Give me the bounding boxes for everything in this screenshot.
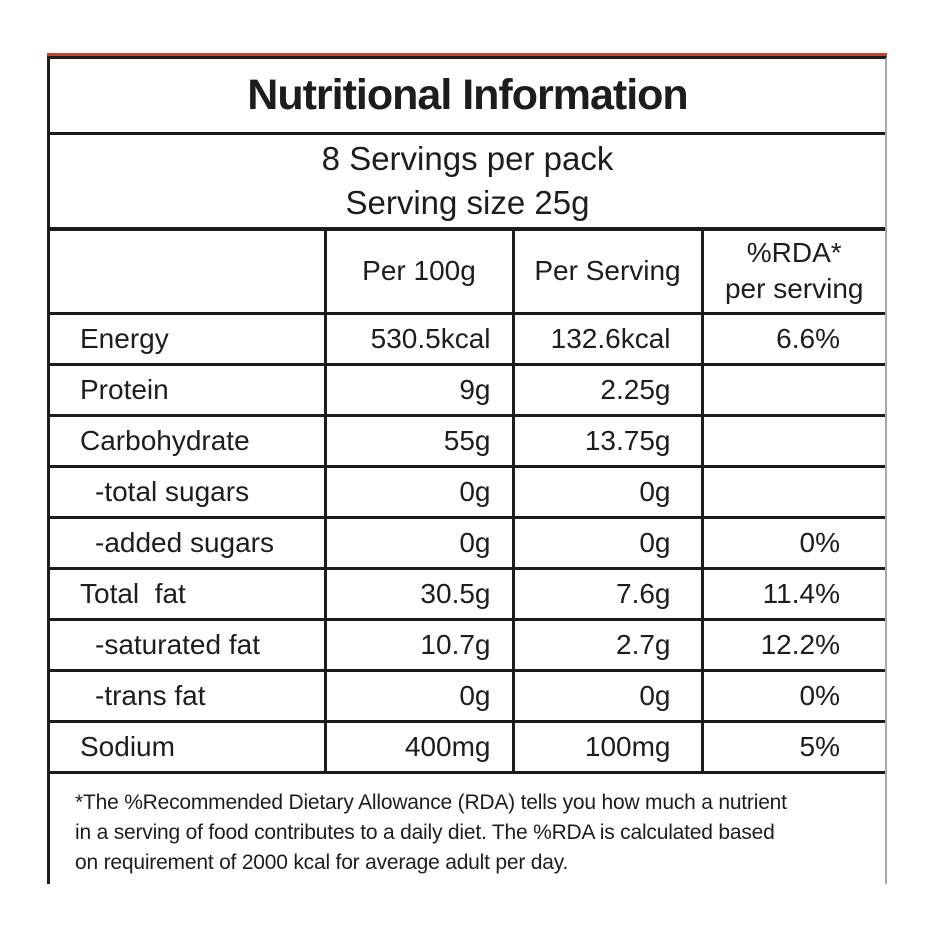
table-header-row: Per 100g Per Serving %RDA* per serving	[50, 231, 885, 315]
serving-info: 8 Servings per pack Serving size 25g	[50, 135, 885, 231]
header-per-serving: Per Serving	[511, 231, 702, 315]
nutrient-label: Total fat	[50, 568, 325, 621]
red-accent-line	[47, 53, 887, 56]
value-per-100g: 400mg	[323, 721, 513, 774]
nutrient-label: -total sugars	[50, 466, 325, 519]
value-per-serving: 13.75g	[511, 415, 702, 468]
nutrient-label: Carbohydrate	[50, 415, 325, 468]
nutrient-label: Energy	[50, 313, 325, 366]
serving-size: Serving size 25g	[345, 184, 590, 221]
table-row-saturated-fat: -saturated fat 10.7g 2.7g 12.2%	[50, 619, 885, 672]
value-rda: 5%	[700, 721, 885, 774]
value-per-serving: 0g	[511, 466, 702, 519]
value-rda: 12.2%	[700, 619, 885, 672]
value-per-serving: 2.25g	[511, 364, 702, 417]
value-rda: 11.4%	[700, 568, 885, 621]
value-per-serving: 0g	[511, 517, 702, 570]
nutrition-label: Nutritional Information 8 Servings per p…	[47, 53, 887, 884]
title-row: Nutritional Information	[50, 59, 885, 135]
value-per-100g: 0g	[323, 670, 513, 723]
header-rda-per-serving: %RDA* per serving	[700, 231, 885, 315]
value-rda: 0%	[700, 670, 885, 723]
value-per-serving: 0g	[511, 670, 702, 723]
servings-per-pack: 8 Servings per pack	[321, 140, 614, 177]
nutrient-label: -saturated fat	[50, 619, 325, 672]
value-per-100g: 9g	[323, 364, 513, 417]
value-per-serving: 2.7g	[511, 619, 702, 672]
value-rda	[700, 466, 885, 519]
page-title: Nutritional Information	[247, 71, 688, 119]
header-per-100g: Per 100g	[323, 231, 513, 315]
rda-footnote: *The %Recommended Dietary Allowance (RDA…	[75, 790, 787, 874]
value-rda: 0%	[700, 517, 885, 570]
value-rda	[700, 364, 885, 417]
nutrient-label: Protein	[50, 364, 325, 417]
nutrient-label: -trans fat	[50, 670, 325, 723]
value-rda: 6.6%	[700, 313, 885, 366]
table-row-protein: Protein 9g 2.25g	[50, 364, 885, 417]
value-per-100g: 0g	[323, 517, 513, 570]
table-row-total-sugars: -total sugars 0g 0g	[50, 466, 885, 519]
value-per-serving: 100mg	[511, 721, 702, 774]
value-rda	[700, 415, 885, 468]
value-per-serving: 7.6g	[511, 568, 702, 621]
table-row-total-fat: Total fat 30.5g 7.6g 11.4%	[50, 568, 885, 621]
header-empty-cell	[50, 231, 325, 315]
value-per-100g: 530.5kcal	[323, 313, 513, 366]
table-row-sodium: Sodium 400mg 100mg 5%	[50, 721, 885, 774]
value-per-100g: 30.5g	[323, 568, 513, 621]
value-per-100g: 10.7g	[323, 619, 513, 672]
nutrient-label: -added sugars	[50, 517, 325, 570]
table-row-carbohydrate: Carbohydrate 55g 13.75g	[50, 415, 885, 468]
value-per-serving: 132.6kcal	[511, 313, 702, 366]
table-row-energy: Energy 530.5kcal 132.6kcal 6.6%	[50, 313, 885, 366]
value-per-100g: 0g	[323, 466, 513, 519]
nutrient-label: Sodium	[50, 721, 325, 774]
nutrition-label-box: Nutritional Information 8 Servings per p…	[47, 56, 887, 884]
nutrition-table: Per 100g Per Serving %RDA* per serving E…	[50, 231, 885, 774]
table-row-added-sugars: -added sugars 0g 0g 0%	[50, 517, 885, 570]
value-per-100g: 55g	[323, 415, 513, 468]
table-row-trans-fat: -trans fat 0g 0g 0%	[50, 670, 885, 723]
